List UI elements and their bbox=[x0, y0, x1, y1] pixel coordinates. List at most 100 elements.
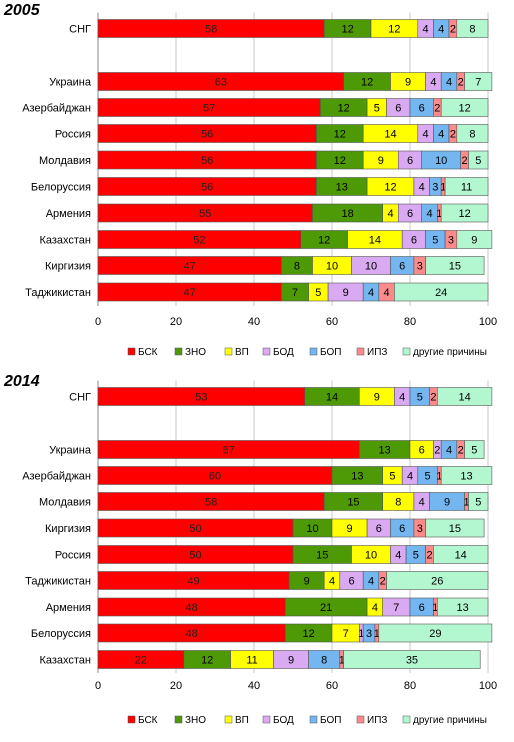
data-label: 14 bbox=[326, 392, 338, 404]
data-label: 13 bbox=[336, 182, 348, 194]
data-label: 7 bbox=[393, 602, 399, 614]
chart-title-2005: 2005 bbox=[4, 2, 40, 19]
data-label: 12 bbox=[334, 155, 346, 167]
bar-segment-other bbox=[425, 256, 485, 275]
data-label: 4 bbox=[419, 497, 425, 509]
data-label: 22 bbox=[135, 655, 147, 667]
data-label: 57 bbox=[203, 103, 215, 115]
legend-swatch-vp bbox=[224, 715, 233, 724]
bar-segment-other bbox=[456, 19, 489, 38]
category-label: Белоруссия bbox=[31, 628, 91, 640]
data-label: 14 bbox=[455, 550, 467, 562]
data-label: 4 bbox=[372, 602, 378, 614]
bar-segment-other bbox=[440, 203, 489, 223]
data-label: 4 bbox=[329, 576, 335, 588]
category-label: Молдавия bbox=[39, 155, 91, 167]
data-label: 18 bbox=[341, 208, 353, 220]
data-label: 5 bbox=[424, 471, 430, 483]
data-label: 8 bbox=[469, 129, 475, 141]
legend-label: БСК bbox=[138, 715, 158, 726]
data-label: 21 bbox=[320, 602, 332, 614]
bar-segment-other bbox=[343, 650, 481, 669]
data-label: 5 bbox=[417, 392, 423, 404]
data-label: 14 bbox=[458, 392, 470, 404]
category-label: Украина bbox=[49, 445, 92, 457]
data-label: 4 bbox=[384, 287, 390, 299]
bar-segment-other bbox=[394, 282, 489, 302]
data-label: 12 bbox=[388, 24, 400, 36]
data-label: 53 bbox=[195, 392, 207, 404]
data-label: 9 bbox=[304, 576, 310, 588]
data-label: 1 bbox=[339, 655, 345, 667]
data-label: 2 bbox=[450, 129, 456, 141]
legend-label: ЗНО bbox=[185, 347, 206, 358]
data-label: 12 bbox=[201, 655, 213, 667]
data-label: 1 bbox=[432, 602, 438, 614]
data-label: 12 bbox=[458, 103, 470, 115]
legend-label: БСК bbox=[138, 347, 158, 358]
legend-swatch-other bbox=[402, 715, 411, 724]
data-label: 9 bbox=[343, 287, 349, 299]
data-label: 4 bbox=[430, 77, 436, 89]
category-label: Россия bbox=[55, 550, 91, 562]
data-label: 2 bbox=[462, 155, 468, 167]
data-label: 6 bbox=[407, 155, 413, 167]
legend-label: другие причины bbox=[413, 347, 487, 358]
category-label: Таджикистан bbox=[25, 287, 91, 299]
data-label: 5 bbox=[413, 550, 419, 562]
category-label: Армения bbox=[46, 208, 91, 220]
category-label: Киргизия bbox=[45, 261, 91, 273]
data-label: 48 bbox=[185, 628, 197, 640]
data-label: 47 bbox=[184, 287, 196, 299]
data-label: 4 bbox=[368, 576, 374, 588]
data-label: 12 bbox=[458, 208, 470, 220]
bar-segment-other bbox=[464, 72, 493, 91]
data-label: 8 bbox=[321, 655, 327, 667]
data-label: 11 bbox=[246, 655, 257, 667]
category-label: Армения bbox=[46, 602, 91, 614]
bar-segment-other bbox=[468, 492, 489, 511]
data-label: 4 bbox=[387, 208, 393, 220]
legend-label: другие причины bbox=[413, 715, 487, 726]
data-label: 15 bbox=[347, 497, 359, 509]
data-label: 1 bbox=[436, 208, 442, 220]
data-label: 6 bbox=[399, 523, 405, 535]
data-label: 4 bbox=[423, 129, 429, 141]
data-label: 1 bbox=[358, 628, 364, 640]
data-label: 4 bbox=[446, 445, 452, 457]
bar-segment-other bbox=[468, 150, 489, 170]
data-label: 10 bbox=[306, 523, 318, 535]
data-label: 5 bbox=[475, 497, 481, 509]
x-tick-label: 60 bbox=[326, 316, 338, 328]
data-label: 4 bbox=[368, 287, 374, 299]
data-label: 4 bbox=[407, 471, 413, 483]
data-label: 10 bbox=[435, 155, 447, 167]
bar-segment-other bbox=[378, 623, 493, 643]
data-label: 3 bbox=[448, 235, 454, 247]
data-label: 7 bbox=[292, 287, 298, 299]
data-label: 10 bbox=[365, 261, 377, 273]
data-label: 14 bbox=[369, 235, 381, 247]
legend-label: БОД bbox=[273, 715, 294, 726]
legend-label: ВП bbox=[235, 715, 249, 726]
data-label: 29 bbox=[429, 628, 441, 640]
data-label: 67 bbox=[223, 445, 235, 457]
data-label: 13 bbox=[457, 602, 469, 614]
data-label: 2 bbox=[434, 445, 440, 457]
chart-title-2014: 2014 bbox=[4, 373, 40, 390]
data-label: 12 bbox=[302, 628, 314, 640]
category-label: Казахстан bbox=[39, 655, 91, 667]
data-label: 9 bbox=[346, 523, 352, 535]
data-label: 3 bbox=[432, 182, 438, 194]
data-label: 5 bbox=[389, 471, 395, 483]
data-label: 49 bbox=[187, 576, 199, 588]
data-label: 1 bbox=[440, 182, 446, 194]
data-label: 4 bbox=[438, 24, 444, 36]
data-label: 7 bbox=[343, 628, 349, 640]
data-label: 56 bbox=[201, 182, 213, 194]
legend-swatch-other bbox=[402, 347, 411, 356]
category-label: Азербайджан bbox=[22, 103, 91, 115]
data-label: 12 bbox=[384, 182, 396, 194]
data-label: 9 bbox=[405, 77, 411, 89]
